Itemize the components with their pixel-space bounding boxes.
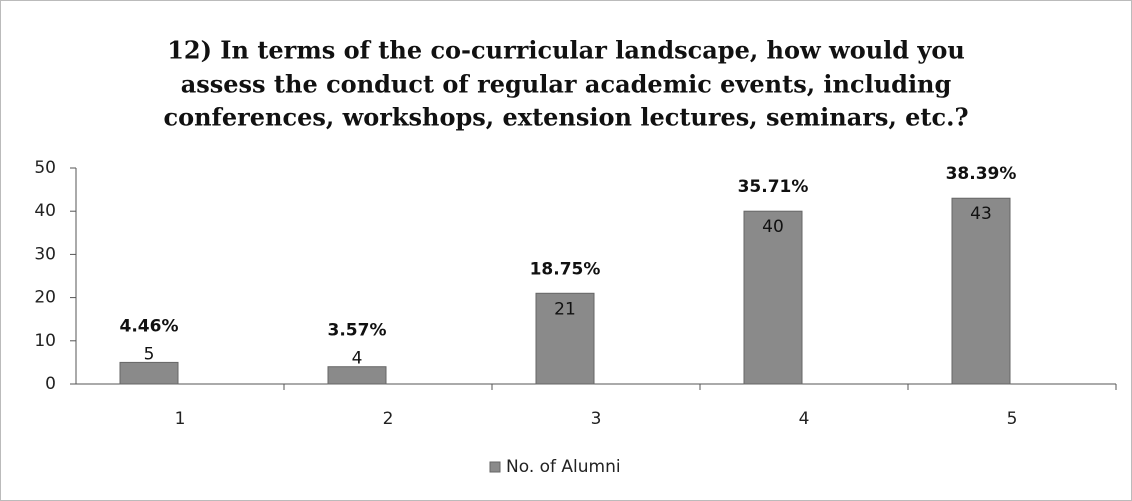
y-tick-label: 40 [34,201,56,221]
bar [119,361,179,385]
bar [327,366,387,385]
bar [743,210,803,385]
y-tick-label: 0 [45,374,56,394]
data-label: 43 [970,204,992,224]
x-tick-label: 1 [175,409,186,429]
x-tick-label: 5 [1007,409,1018,429]
percent-label: 18.75% [530,259,601,279]
chart-title: 12) In terms of the co-curricular landsc… [167,36,965,65]
bar [951,197,1011,385]
x-tick-label: 4 [799,409,810,429]
percent-label: 38.39% [946,164,1017,184]
data-label: 4 [352,349,363,369]
x-tick-label: 2 [383,409,394,429]
percent-label: 4.46% [120,316,179,336]
percent-label: 35.71% [738,177,809,197]
y-tick-label: 50 [34,158,56,178]
data-label: 21 [554,299,576,319]
y-tick-label: 10 [34,331,56,351]
bar [535,292,595,385]
percent-label: 3.57% [328,321,387,341]
x-tick-label: 3 [591,409,602,429]
chart-title: assess the conduct of regular academic e… [181,70,952,99]
data-label: 40 [762,217,784,237]
legend-label: No. of Alumni [506,457,621,477]
legend-swatch [489,461,501,473]
data-label: 5 [144,344,155,364]
y-tick-label: 30 [34,244,56,264]
y-tick-label: 20 [34,288,56,308]
chart-title: conferences, workshops, extension lectur… [163,103,968,132]
